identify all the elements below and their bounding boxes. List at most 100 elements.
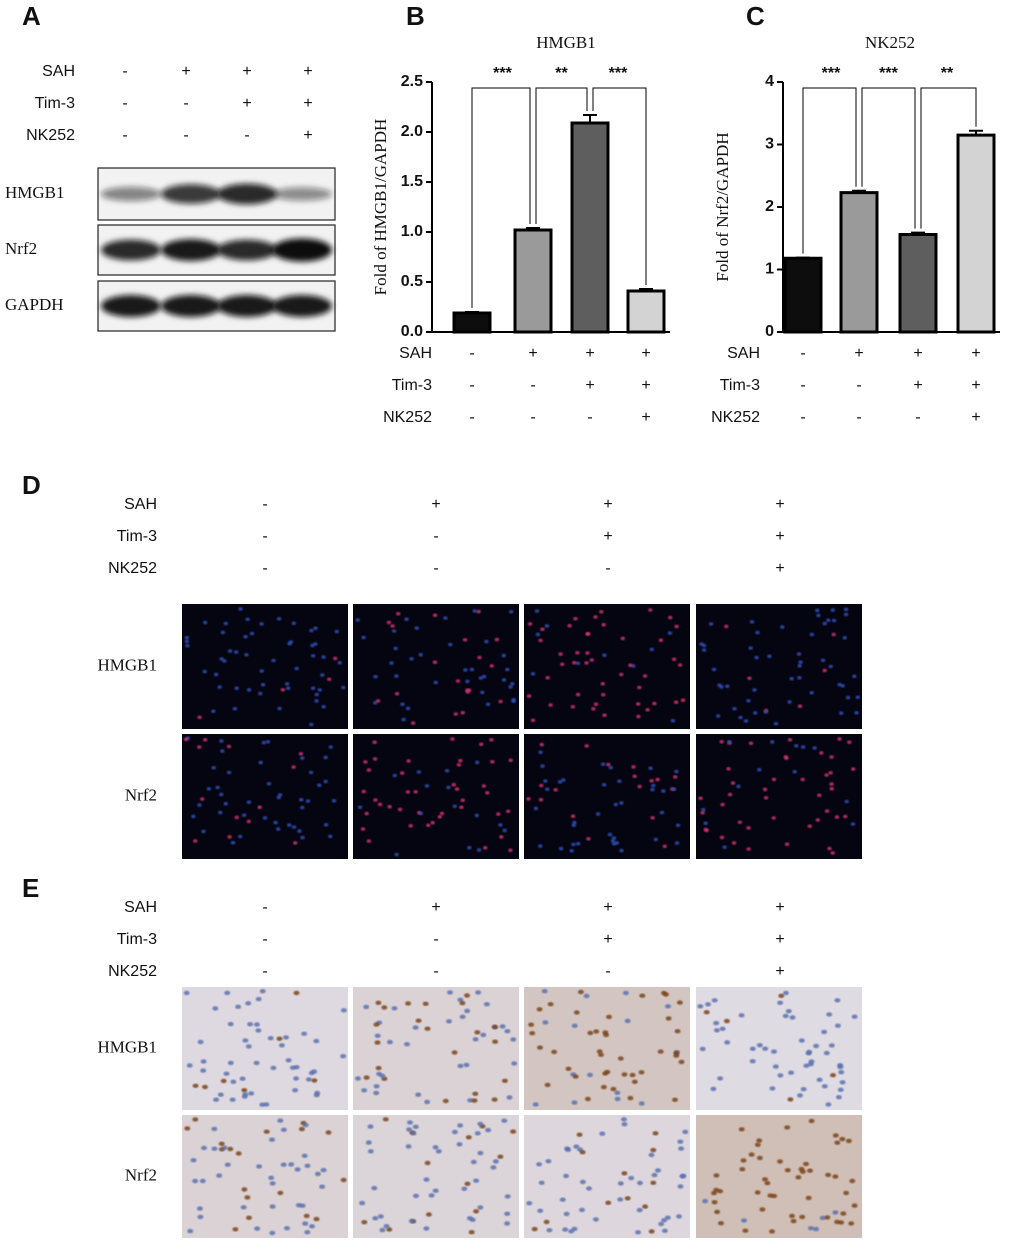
cell [648, 1152, 655, 1158]
blot-band [101, 295, 161, 317]
cell [627, 1095, 634, 1101]
cell [229, 1097, 236, 1102]
cell [600, 1084, 607, 1090]
cell [510, 682, 515, 686]
cell [636, 702, 641, 706]
cell [677, 1184, 684, 1189]
cell [301, 1153, 308, 1159]
cell [255, 1028, 262, 1033]
cell [847, 740, 852, 744]
cell [430, 820, 435, 825]
cell [659, 810, 665, 815]
cell [392, 773, 397, 778]
cell [526, 694, 532, 698]
cell [458, 758, 463, 763]
cell [598, 1052, 604, 1058]
cell [509, 610, 514, 614]
cell [614, 1090, 621, 1096]
cell [300, 835, 305, 840]
cell [424, 1026, 431, 1031]
cell [239, 1076, 246, 1081]
condition-sign: + [242, 63, 251, 80]
cell [418, 652, 423, 657]
cell [700, 811, 705, 815]
cell [232, 706, 238, 711]
bar [839, 191, 879, 334]
cell [327, 677, 332, 682]
cell [435, 1149, 442, 1154]
cell [789, 676, 794, 681]
cell [375, 699, 381, 703]
cell [592, 1217, 599, 1222]
cell [562, 1227, 569, 1232]
cell [269, 1230, 276, 1236]
cell [602, 1071, 609, 1076]
cell [808, 1059, 815, 1064]
cell [667, 631, 673, 635]
significance-bracket [802, 87, 857, 254]
condition-sign: - [262, 963, 267, 980]
cell [782, 1013, 789, 1019]
cell [299, 797, 304, 802]
cell [374, 1033, 381, 1039]
cell [527, 622, 533, 626]
panel-label: A [22, 1, 41, 31]
cell [501, 1118, 508, 1123]
cell [184, 635, 190, 640]
condition-sign: - [122, 63, 127, 80]
cell [579, 1207, 585, 1213]
cell [313, 1093, 320, 1098]
y-axis-label: Fold of HMGB1/GAPDH [371, 119, 390, 296]
cell [223, 801, 228, 806]
cell [367, 1124, 374, 1129]
cell [699, 642, 704, 646]
cell [655, 1168, 661, 1173]
cell [803, 1063, 810, 1068]
cell [660, 990, 667, 996]
cell [753, 711, 758, 715]
condition-sign: + [775, 528, 784, 545]
cell [474, 1030, 481, 1035]
cell [676, 1000, 683, 1005]
cell [505, 667, 510, 672]
cell [230, 1079, 237, 1085]
cell [238, 834, 243, 839]
cell [186, 1063, 193, 1068]
cell [415, 1092, 422, 1097]
cell [778, 993, 785, 998]
y-axis-label: Fold of Nrf2/GAPDH [713, 132, 732, 281]
cell [771, 777, 777, 782]
micrograph [524, 1115, 690, 1238]
cell [267, 1036, 274, 1041]
cell [703, 1010, 710, 1015]
cell [477, 1150, 484, 1156]
cell [224, 1162, 231, 1167]
cell [559, 1197, 566, 1202]
cell [661, 1228, 668, 1234]
cell [830, 851, 835, 855]
cell [201, 829, 206, 834]
significance-label: *** [493, 65, 512, 82]
cell [843, 814, 848, 819]
cell [314, 1171, 321, 1177]
cell [439, 811, 445, 816]
cell [357, 805, 363, 810]
cell [596, 1049, 603, 1054]
cell [652, 1131, 659, 1136]
cell [367, 1149, 374, 1154]
cell [607, 832, 613, 837]
cell [317, 688, 322, 692]
cell [472, 609, 477, 613]
cell [485, 1127, 492, 1133]
cell [241, 1094, 248, 1099]
cell [451, 1050, 458, 1055]
cell [253, 1022, 260, 1027]
cell [263, 1102, 270, 1107]
cell [504, 1221, 511, 1226]
cell [221, 1145, 228, 1151]
cell [291, 825, 297, 829]
cell [584, 661, 589, 665]
cell [585, 632, 590, 636]
cell [777, 1073, 784, 1078]
cell [542, 1020, 549, 1025]
